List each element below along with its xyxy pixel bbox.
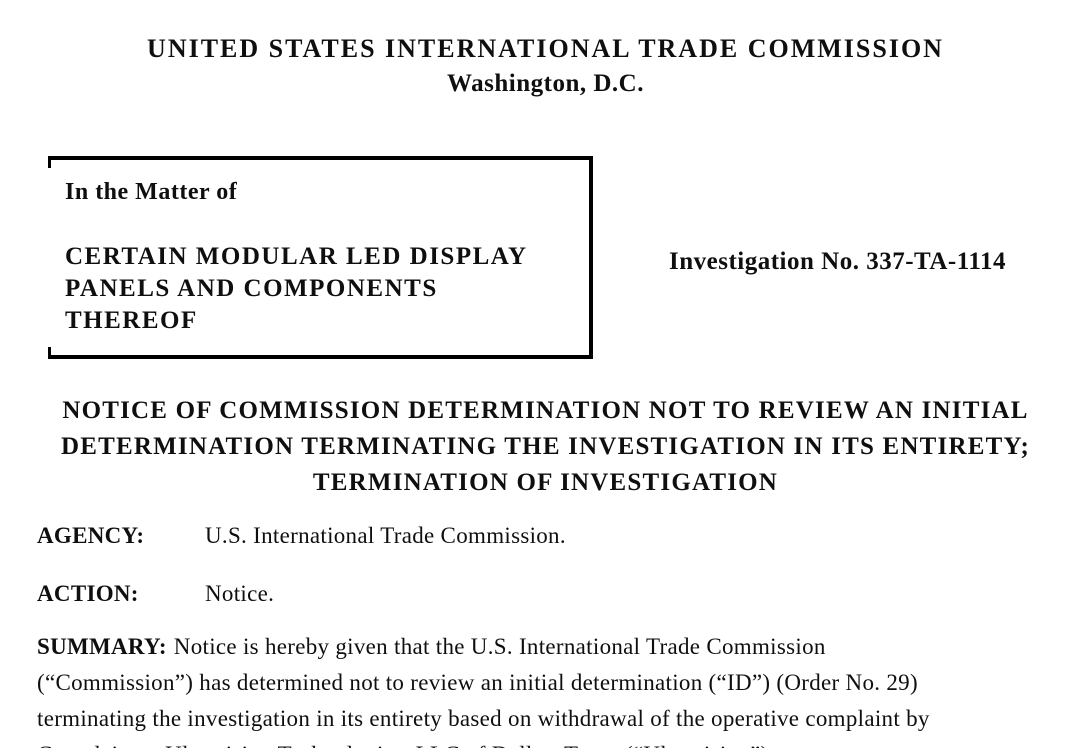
fields-section: AGENCY: U.S. International Trade Commiss… — [37, 519, 1091, 611]
investigation-number: Investigation No. 337-TA-1114 — [669, 248, 1006, 275]
commission-location: Washington, D.C. — [447, 70, 644, 97]
case-title-line2: PANELS AND COMPONENTS THEREOF — [65, 275, 438, 334]
action-label: ACTION: — [37, 581, 139, 606]
summary-line1-text: Notice is hereby given that the U.S. Int… — [173, 634, 826, 659]
summary-paragraph: SUMMARY: Notice is hereby given that the … — [37, 629, 1091, 748]
summary-label: SUMMARY: — [37, 634, 167, 659]
document-header: UNITED STATES INTERNATIONAL TRADE COMMIS… — [0, 0, 1091, 99]
commission-title: UNITED STATES INTERNATIONAL TRADE COMMIS… — [147, 34, 944, 63]
summary-line1: SUMMARY: Notice is hereby given that the … — [37, 629, 1091, 665]
box-left-tick-bottom — [48, 347, 51, 355]
case-title: CERTAIN MODULAR LED DISPLAY PANELS AND C… — [65, 241, 573, 337]
agency-value: U.S. International Trade Commission. — [205, 523, 566, 548]
agency-label: AGENCY: — [37, 523, 145, 548]
notice-title-line2: DETERMINATION TERMINATING THE INVESTIGAT… — [61, 433, 1030, 460]
agency-field: AGENCY: U.S. International Trade Commiss… — [37, 519, 1091, 553]
case-title-line1: CERTAIN MODULAR LED DISPLAY — [65, 243, 528, 270]
summary-line2: (“Commission”) has determined not to rev… — [37, 670, 918, 695]
in-the-matter-of-label: In the Matter of — [65, 179, 238, 205]
case-caption-section: In the Matter of CERTAIN MODULAR LED DIS… — [0, 156, 1091, 359]
notice-title-line1: NOTICE OF COMMISSION DETERMINATION NOT T… — [62, 397, 1029, 424]
notice-title-line3: TERMINATION OF INVESTIGATION — [312, 469, 779, 496]
action-value: Notice. — [205, 581, 275, 606]
summary-line4: Complainant Ultravision Technologies, LL… — [37, 737, 1091, 748]
notice-title: NOTICE OF COMMISSION DETERMINATION NOT T… — [0, 393, 1091, 501]
summary-line3: terminating the investigation in its ent… — [37, 706, 930, 731]
case-caption-box: In the Matter of CERTAIN MODULAR LED DIS… — [48, 156, 593, 359]
box-left-tick-top — [48, 160, 51, 168]
action-field: ACTION: Notice. — [37, 577, 1091, 611]
